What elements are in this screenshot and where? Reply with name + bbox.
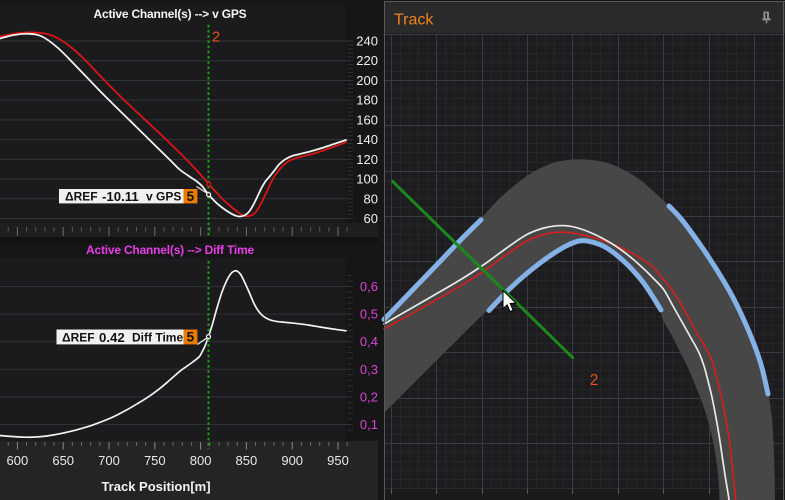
svg-text:2: 2: [212, 29, 220, 46]
svg-text:120: 120: [356, 152, 378, 167]
svg-text:900: 900: [281, 453, 303, 468]
svg-text:Track: Track: [394, 12, 434, 29]
svg-text:0,2: 0,2: [360, 389, 378, 404]
svg-text:200: 200: [356, 73, 378, 88]
svg-text:800: 800: [190, 453, 212, 468]
svg-text:0,3: 0,3: [360, 362, 378, 377]
svg-text:0,4: 0,4: [360, 334, 378, 349]
svg-text:0,6: 0,6: [360, 279, 378, 294]
svg-text:5: 5: [187, 330, 195, 345]
svg-text:140: 140: [356, 132, 378, 147]
svg-text:Active Channel(s) --> v GPS: Active Channel(s) --> v GPS: [94, 7, 247, 21]
svg-text:850: 850: [236, 453, 258, 468]
svg-text:5: 5: [187, 189, 195, 204]
svg-text:240: 240: [356, 34, 378, 49]
svg-text:-10.11: -10.11: [102, 189, 139, 204]
svg-text:650: 650: [52, 453, 74, 468]
svg-text:60: 60: [364, 211, 378, 226]
svg-text:180: 180: [356, 93, 378, 108]
svg-text:950: 950: [327, 453, 349, 468]
svg-text:0,5: 0,5: [360, 307, 378, 322]
svg-text:Track Position[m]: Track Position[m]: [101, 479, 210, 494]
svg-text:160: 160: [356, 112, 378, 127]
svg-text:80: 80: [364, 191, 378, 206]
svg-text:0,1: 0,1: [360, 417, 378, 432]
svg-text:Active Channel(s) --> Diff Tim: Active Channel(s) --> Diff Time: [86, 243, 254, 257]
svg-text:ΔREF: ΔREF: [65, 190, 98, 204]
svg-text:700: 700: [98, 453, 120, 468]
svg-text:750: 750: [144, 453, 166, 468]
svg-text:2: 2: [590, 372, 599, 389]
svg-text:220: 220: [356, 53, 378, 68]
svg-text:100: 100: [356, 172, 378, 187]
svg-text:ΔREF: ΔREF: [62, 331, 95, 345]
svg-text:v GPS: v GPS: [146, 190, 181, 204]
svg-text:0.42: 0.42: [99, 330, 125, 345]
svg-text:600: 600: [7, 453, 29, 468]
svg-text:Diff Time: Diff Time: [132, 331, 183, 345]
